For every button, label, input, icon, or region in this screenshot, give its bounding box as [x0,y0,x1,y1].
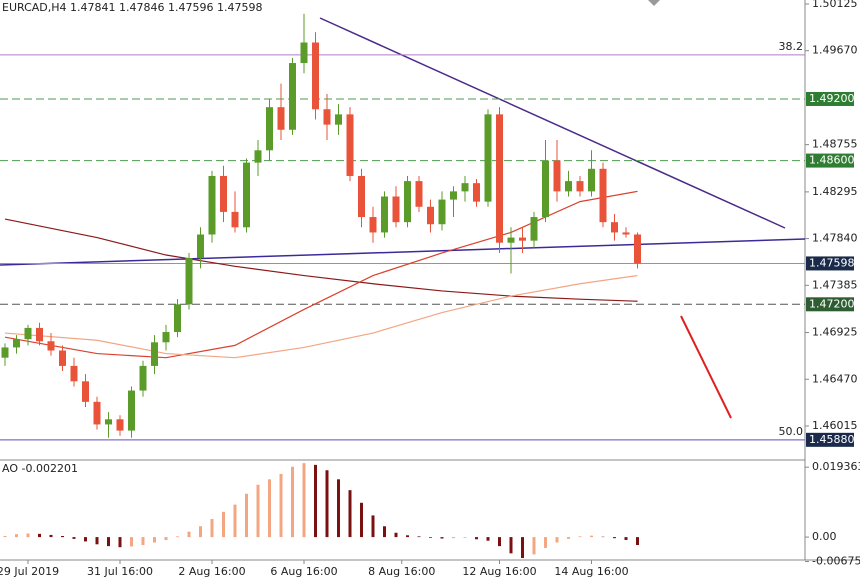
price-label-box [806,91,854,106]
candle-body [599,168,607,223]
x-tick-label: 31 Jul 16:00 [87,565,153,578]
candle-body [312,42,319,110]
price-label-box [806,256,854,271]
candle-body [277,107,285,130]
candle-body [289,63,296,130]
candle-body [553,160,561,192]
price-label: 1.47200 [809,297,855,310]
price-label: 1.48600 [809,154,855,167]
candle-body [634,234,641,264]
candle-body [197,234,204,259]
candle-body [82,381,89,402]
x-tick-label: 8 Aug 16:00 [368,565,435,578]
fib-label: 38.2 [779,40,804,53]
y-tick-label: 1.46470 [812,372,858,385]
candle-body [185,258,193,305]
x-tick-label: 14 Aug 16:00 [554,565,628,578]
candle-body [346,114,354,176]
candle-body [13,339,20,348]
candle-body [392,196,400,223]
price-label-box [806,297,854,312]
candle-body [254,150,262,163]
fib-label: 50.0 [779,425,804,438]
candle-body [116,419,124,431]
trend-line [0,238,806,266]
candle-body [576,181,584,192]
candle-body [438,199,446,225]
candle-body [1,347,9,358]
candle-body [266,107,273,151]
y-tick-label: 1.48755 [812,138,858,151]
candle-body [611,222,618,233]
chart-title: EURCAD,H4 1.47841 1.47846 1.47596 1.4759… [2,1,262,14]
price-label: 1.49200 [809,92,855,105]
y-tick-label: 0.00 [812,530,837,543]
price-label: 1.45880 [809,433,855,446]
candle-body [461,183,469,192]
y-tick-label: 0.019363 [812,460,860,473]
price-label: 1.47598 [809,256,855,269]
candle-body [358,175,365,218]
candle-body [174,304,181,333]
trend-line [319,17,786,229]
candle-body [243,162,250,228]
candle-body [450,191,457,200]
candle-body [139,365,147,391]
candle-body [220,175,227,212]
candle-body [208,175,216,235]
x-tick-label: 6 Aug 16:00 [270,565,337,578]
candle-body [323,109,331,125]
candle-body [231,211,239,228]
indicator-title: AO -0.002201 [2,462,78,475]
candle-body [473,183,480,202]
y-tick-label: -0.006754 [812,554,860,567]
candle-body [24,327,32,340]
candle-body [162,332,170,343]
y-tick-label: 1.50125 [812,0,858,10]
candle-body [93,401,101,425]
candle-body [59,350,66,366]
scroll-marker [648,0,660,6]
candle-body [427,206,434,225]
y-tick-label: 1.47385 [812,278,858,291]
arrow-line [680,315,732,419]
candle-body [36,327,43,342]
candle-body [519,237,526,241]
candle-body [128,390,135,431]
candle-body [151,342,158,366]
candle-body [404,181,411,223]
candle-body [622,232,630,235]
candle-body [105,419,112,425]
candle-body [484,114,492,202]
price-label-box [806,153,854,168]
y-tick-label: 1.49670 [812,44,858,57]
moving-average [4,218,638,302]
candle-body [530,217,538,241]
moving-average [4,274,638,359]
y-tick-label: 1.47840 [812,232,858,245]
candle-body [496,114,503,243]
price-label-box [806,432,854,447]
candle-body [565,181,572,192]
candle-body [542,160,549,218]
y-tick-label: 1.48295 [812,185,858,198]
x-tick-label: 2 Aug 16:00 [178,565,245,578]
candle-body [588,168,595,192]
candle-body [381,196,388,233]
candle-body [70,365,78,382]
candle-body [47,341,55,351]
y-tick-label: 1.46015 [812,419,858,432]
x-tick-label: 12 Aug 16:00 [462,565,536,578]
candle-body [415,181,423,207]
candle-body [335,114,342,125]
candle-body [369,217,377,233]
candle-body [300,42,308,64]
y-tick-label: 1.46925 [812,326,858,339]
candle-body [507,237,515,243]
x-tick-label: 29 Jul 2019 [0,565,59,578]
